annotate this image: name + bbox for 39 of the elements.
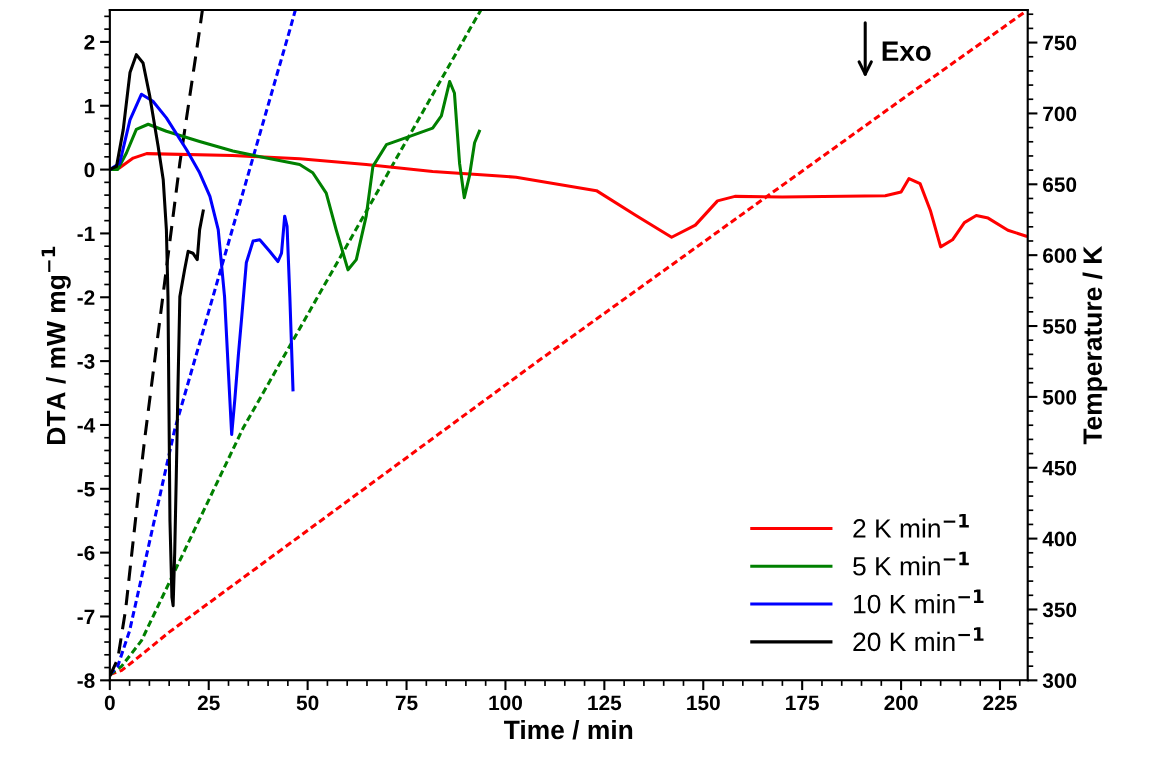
y-tick-label: -1 [77,226,95,241]
legend-label: 10 K min$^{−1}$ [854,589,984,614]
y-tick-label: 0 [84,162,95,178]
x-tick-label: 50 [296,695,319,711]
y2-tick-label: 650 [1043,177,1077,193]
y2-tick-label: 750 [1043,35,1077,51]
x-tick-label: 150 [687,695,720,711]
legend-label: 2 K min$^{−1}$ [853,513,969,538]
y-tick-label: 1 [84,98,95,114]
x-tick-label: 200 [884,695,918,711]
y-tick-label: -4 [77,418,96,433]
y2-tick-label: 550 [1042,319,1077,334]
legend-label: 20 K min$^{−1}$ [853,627,984,652]
x-axis-title: Time / min [504,719,633,740]
y2-tick-label: 500 [1042,389,1077,405]
y-tick-label: -5 [77,482,95,497]
x-tick-label: 225 [983,695,1017,711]
x-tick-label: 175 [786,695,819,711]
annotation: Exo [882,41,931,61]
x-tick-label: 100 [489,695,522,711]
x-tick-label: 75 [395,695,418,711]
y2-tick-label: 400 [1042,531,1077,547]
y-tick-label: -2 [77,290,95,305]
y-tick-label: -6 [77,545,95,561]
x-tick-label: 25 [197,695,220,711]
y-axis-title: DTA / mW mg$^{−1}$ [41,246,71,444]
y-tick-label: -3 [77,354,95,369]
y-tick-label: -8 [77,673,95,689]
y2-tick-label: 350 [1042,602,1077,618]
y2-tick-label: 450 [1042,460,1077,476]
y2-axis-title: Temperature / K [1082,245,1108,445]
y-tick-label: -7 [77,609,95,625]
y-tick-label: 2 [84,34,95,50]
y2-tick-label: 300 [1042,673,1077,689]
legend-label: 5 K min$^{−1}$ [853,551,969,576]
x-tick-label: 125 [588,695,622,711]
x-tick-label: 0 [104,695,115,711]
y2-tick-label: 700 [1043,106,1077,122]
y2-tick-label: 600 [1043,248,1077,263]
